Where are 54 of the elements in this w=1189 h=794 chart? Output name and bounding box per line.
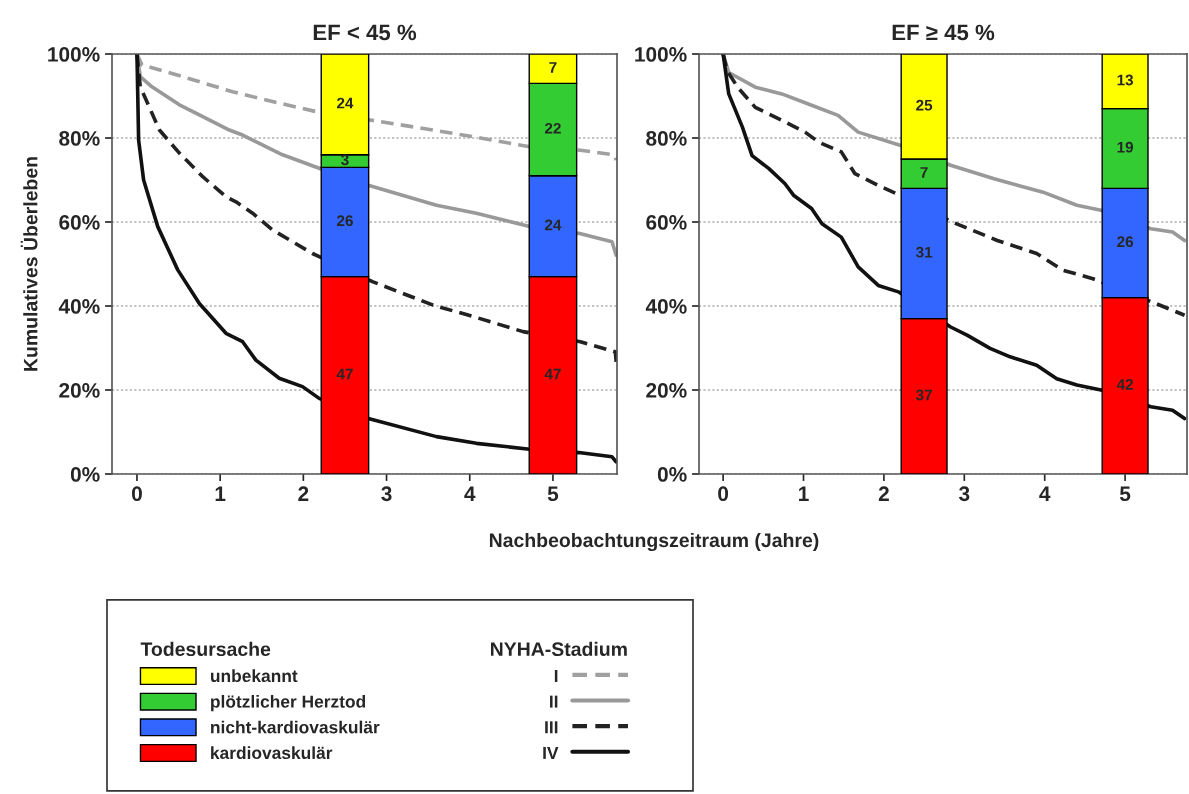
data-label: 24 [336,97,354,109]
legend-label: plötzlicher Herztod [211,695,366,712]
y-tick-label: 60% [646,215,687,230]
data-label: 22 [544,122,561,134]
x-tick-label: 4 [464,486,476,501]
data-label: 31 [915,246,933,258]
data-label: 3 [341,154,349,166]
x-tick-label: 0 [718,486,729,502]
x-axis-title: Nachbeobachtungszeitraum (Jahre) [489,532,819,552]
y-tick-label: 20% [646,383,687,398]
legend-label: II [550,695,558,708]
legend-label: nicht-kardiovaskulär [211,720,380,734]
y-axis-title: Kumulatives Überleben [20,157,38,371]
data-label: 25 [916,99,933,111]
legend-label: kardiovaskulär [211,746,333,760]
data-label: 37 [915,389,932,401]
data-label: 7 [549,62,557,73]
data-label: 47 [336,368,353,380]
legend-title: NYHA-Stadium [490,641,627,657]
legend-title: Todesursache [140,641,271,657]
y-tick-label: 0% [70,467,100,482]
x-tick-label: 5 [1119,486,1131,502]
data-label: 19 [1117,141,1134,153]
y-tick-label: 40% [645,299,687,314]
y-tick-label: 20% [59,383,100,398]
x-tick-label: 5 [547,486,559,502]
data-label: 47 [544,368,561,380]
legend-label: III [545,721,558,734]
y-tick-label: 80% [646,131,687,146]
x-tick-label: 2 [878,486,889,501]
chart-title: EF ≥ 45 % [892,24,995,41]
data-label: 13 [1117,74,1134,86]
legend-label: I [554,670,558,682]
y-tick-label: 100% [635,47,687,62]
y-tick-label: 100% [48,47,100,62]
legend-label: unbekannt [210,669,298,683]
x-tick-label: 1 [799,486,809,501]
y-tick-label: 40% [58,299,100,314]
data-label: 7 [920,167,928,178]
y-tick-label: 80% [59,131,100,146]
x-tick-label: 2 [298,486,309,501]
x-tick-label: 3 [381,486,392,502]
chart-title: EF < 45 % [313,24,417,41]
x-tick-label: 1 [215,486,226,501]
y-tick-label: 0% [657,467,687,482]
data-label: 42 [1116,379,1133,390]
x-tick-label: 0 [131,486,142,502]
y-tick-label: 60% [59,215,100,230]
data-label: 26 [1117,236,1134,248]
data-label: 24 [544,219,562,231]
x-tick-label: 4 [1039,486,1051,501]
data-label: 26 [336,215,353,227]
legend-label: IV [543,746,559,759]
x-tick-label: 3 [958,486,970,502]
